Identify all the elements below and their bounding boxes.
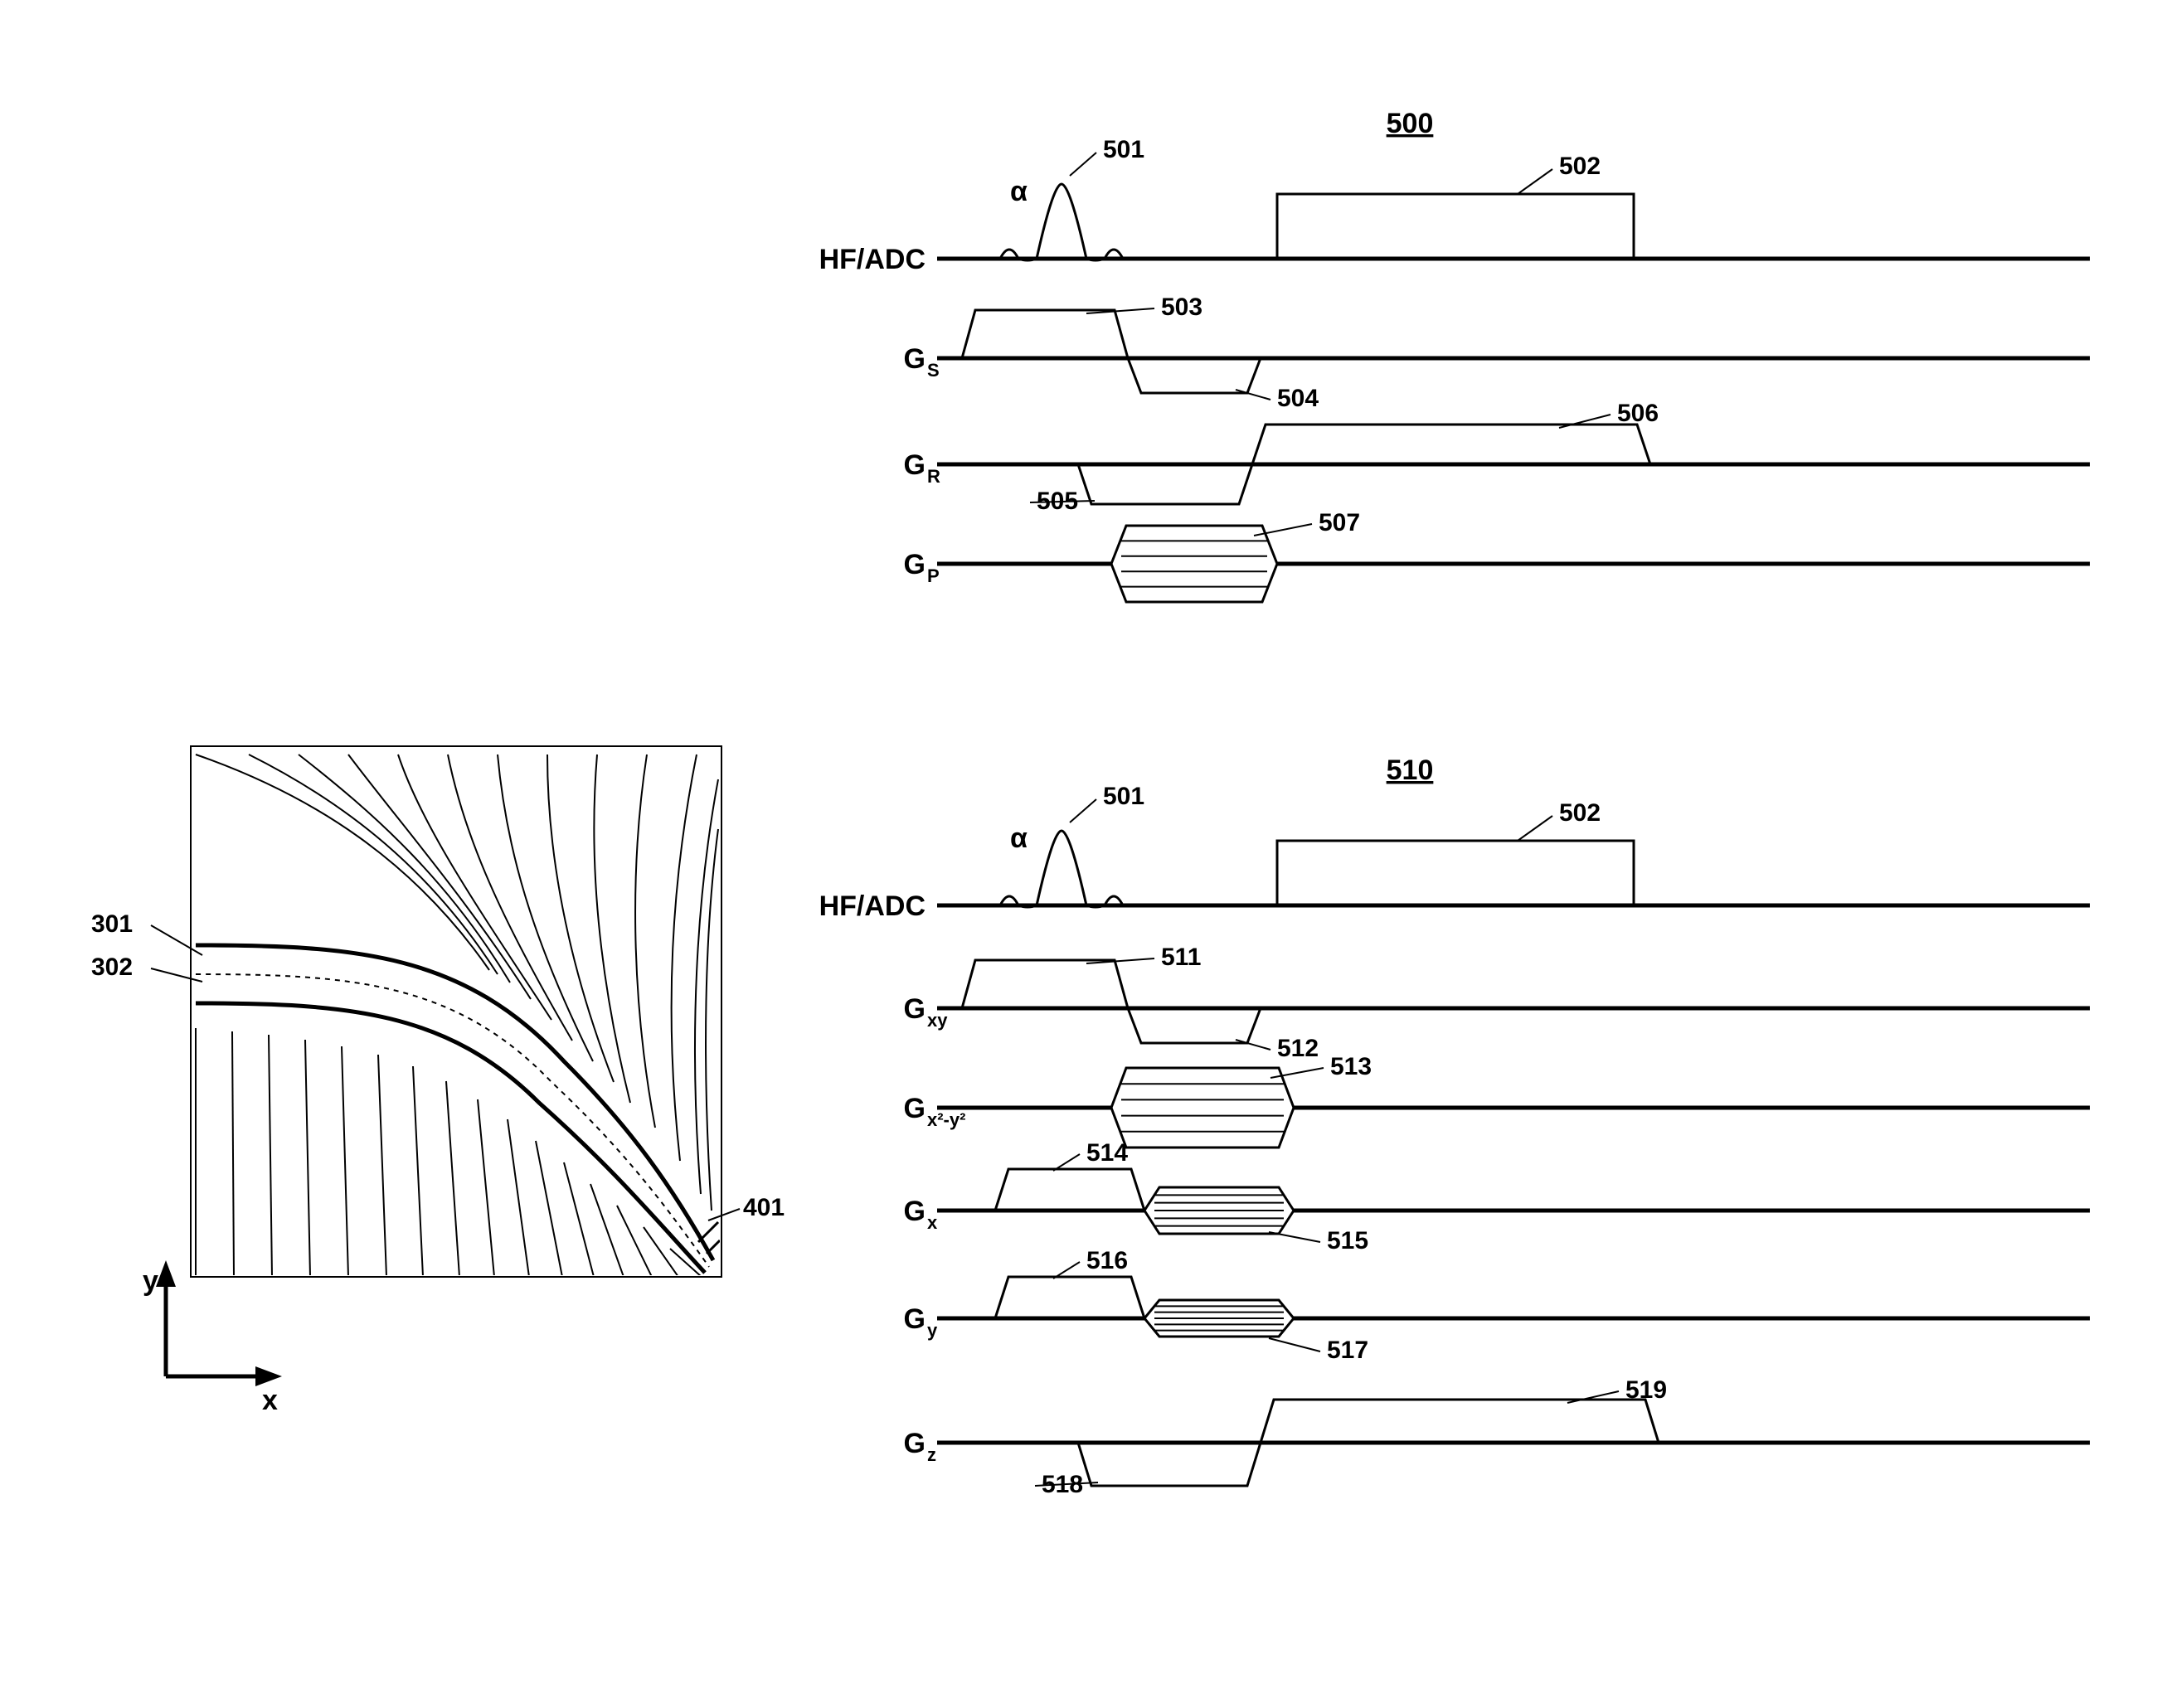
svg-text:519: 519 — [1625, 1376, 1667, 1404]
svg-text:G: G — [904, 1303, 926, 1335]
svg-text:S: S — [927, 360, 940, 381]
svg-text:G: G — [904, 549, 926, 580]
svg-text:α: α — [1010, 822, 1028, 854]
svg-text:xy: xy — [927, 1010, 948, 1031]
svg-text:513: 513 — [1330, 1053, 1372, 1080]
svg-text:507: 507 — [1319, 509, 1360, 536]
svg-text:G: G — [904, 343, 926, 375]
svg-text:501: 501 — [1103, 136, 1144, 163]
svg-text:517: 517 — [1327, 1337, 1368, 1364]
svg-text:y: y — [927, 1320, 938, 1341]
figure: y x 301 302 401 500αHF — [0, 0, 2162, 1704]
svg-text:G: G — [904, 449, 926, 481]
svg-text:G: G — [904, 1428, 926, 1459]
axis-y-label: y — [143, 1265, 158, 1297]
svg-text:512: 512 — [1277, 1035, 1319, 1062]
svg-text:HF/ADC: HF/ADC — [819, 890, 926, 922]
svg-text:x²-y²: x²-y² — [927, 1109, 965, 1130]
svg-text:503: 503 — [1161, 294, 1202, 321]
svg-text:510: 510 — [1387, 755, 1434, 786]
svg-text:511: 511 — [1161, 944, 1201, 971]
svg-text:502: 502 — [1559, 153, 1601, 180]
svg-text:R: R — [927, 466, 940, 487]
svg-text:G: G — [904, 1093, 926, 1124]
svg-text:505: 505 — [1037, 488, 1078, 515]
svg-text:515: 515 — [1327, 1227, 1368, 1254]
svg-text:516: 516 — [1086, 1247, 1128, 1274]
svg-text:514: 514 — [1086, 1139, 1128, 1167]
svg-text:P: P — [927, 565, 940, 586]
svg-text:α: α — [1010, 176, 1028, 207]
svg-text:502: 502 — [1559, 799, 1601, 827]
svg-text:z: z — [927, 1444, 936, 1465]
svg-text:HF/ADC: HF/ADC — [819, 244, 926, 275]
ref-302: 302 — [91, 953, 133, 981]
svg-text:506: 506 — [1617, 400, 1659, 427]
axis-x-label: x — [262, 1385, 278, 1416]
svg-text:501: 501 — [1103, 783, 1144, 810]
svg-text:G: G — [904, 993, 926, 1025]
svg-text:518: 518 — [1042, 1471, 1083, 1498]
ref-301: 301 — [91, 910, 133, 938]
svg-text:504: 504 — [1277, 385, 1319, 412]
svg-text:500: 500 — [1387, 108, 1434, 139]
svg-text:G: G — [904, 1196, 926, 1227]
ref-401: 401 — [743, 1194, 785, 1221]
svg-text:x: x — [927, 1212, 938, 1233]
